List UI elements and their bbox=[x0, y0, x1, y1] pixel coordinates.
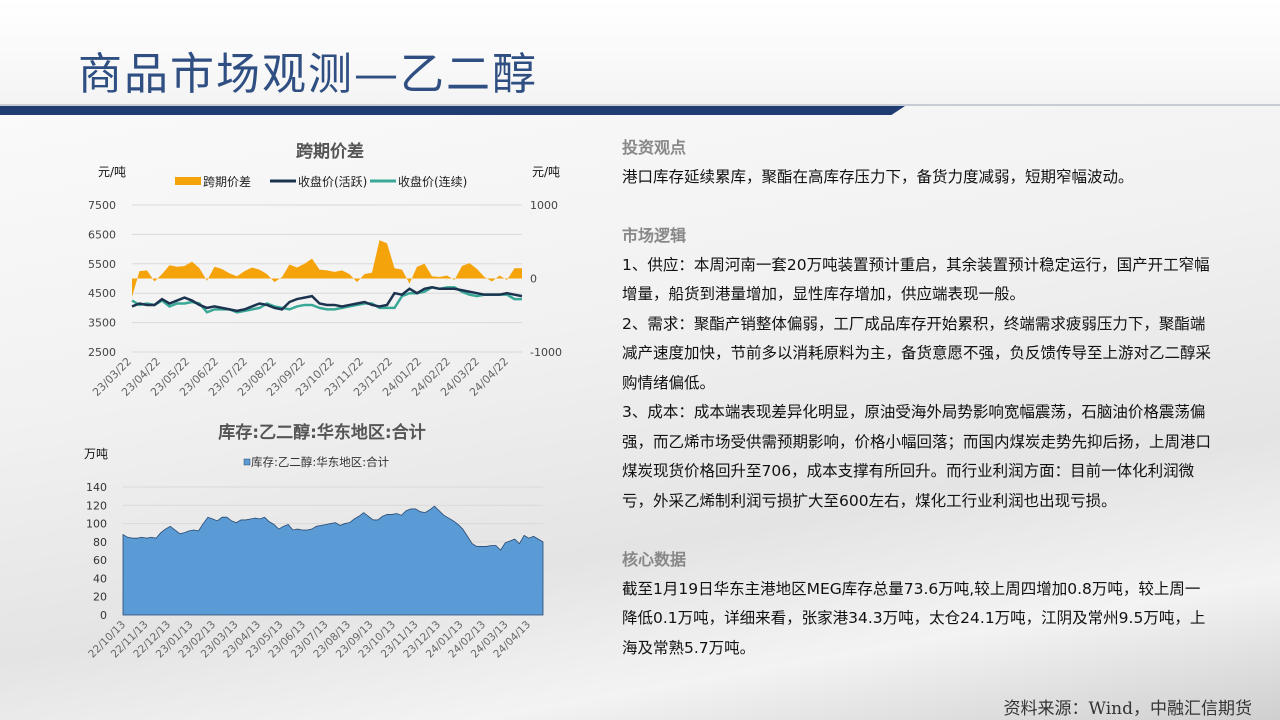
paragraph: 港口库存延续累库，聚酯在高库存压力下，备货力度减弱，短期窄幅波动。 bbox=[622, 167, 1134, 186]
legend-swatch bbox=[270, 179, 296, 183]
header-divider bbox=[0, 104, 1280, 106]
y2-tick-label: -1000 bbox=[530, 346, 562, 359]
section-heading: 核心数据 bbox=[622, 550, 687, 569]
paragraph: 1、供应：本周河南一套20万吨装置预计重启，其余装置预计稳定运行，国产开工窄幅增… bbox=[622, 255, 1210, 304]
y-tick-label: 60 bbox=[93, 554, 107, 567]
y-tick-label: 120 bbox=[86, 499, 107, 512]
legend-label: 库存:乙二醇:华东地区:合计 bbox=[251, 455, 390, 469]
paragraph: 2、需求：聚酯产销整体偏弱，工厂成品库存开始累积，终端需求疲弱压力下，聚酯端减产… bbox=[622, 314, 1212, 392]
legend-swatch bbox=[175, 177, 201, 185]
y2-tick-label: 1000 bbox=[530, 199, 558, 212]
y-tick-label: 80 bbox=[93, 536, 107, 549]
section-heading: 市场逻辑 bbox=[622, 226, 687, 245]
series-spread-area bbox=[132, 240, 522, 297]
chart-title: 库存:乙二醇:华东地区:合计 bbox=[218, 422, 425, 443]
series-active-line bbox=[131, 286, 523, 313]
y-tick-label: 4500 bbox=[88, 287, 116, 300]
paragraph: 截至1月19日华东主港地区MEG库存总量73.6万吨,较上周四增加0.8万吨，较… bbox=[622, 579, 1206, 657]
inventory-chart: 库存:乙二醇:华东地区:合计万吨库存:乙二醇:华东地区:合计1401201008… bbox=[84, 422, 544, 660]
y-tick-label: 2500 bbox=[88, 346, 116, 359]
y2-tick-label: 0 bbox=[530, 273, 537, 286]
page-title: 商品市场观测—乙二醇 bbox=[78, 49, 538, 100]
y-tick-label: 40 bbox=[93, 572, 107, 585]
section-market-logic: 市场逻辑 1、供应：本周河南一套20万吨装置预计重启，其余装置预计稳定运行，国产… bbox=[622, 221, 1212, 516]
y-tick-label: 0 bbox=[100, 609, 107, 622]
section-core-data: 核心数据 截至1月19日华东主港地区MEG库存总量73.6万吨,较上周四增加0.… bbox=[622, 545, 1212, 663]
y-axis-label: 万吨 bbox=[84, 447, 108, 461]
y-tick-label: 6500 bbox=[88, 228, 116, 241]
legend-swatch bbox=[370, 179, 396, 183]
legend-label: 收盘价(活跃) bbox=[298, 174, 367, 189]
y-tick-label: 5500 bbox=[88, 258, 116, 271]
section-heading: 投资观点 bbox=[622, 138, 687, 157]
data-source: 资料来源：Wind，中融汇信期货 bbox=[1003, 699, 1252, 719]
y-tick-label: 140 bbox=[86, 481, 107, 494]
paragraph: 3、成本：成本端表现差异化明显，原油受海外局势影响宽幅震荡，石脑油价格震荡偏强，… bbox=[622, 403, 1212, 510]
chart-title: 跨期价差 bbox=[296, 141, 364, 162]
y-axis-label: 元/吨 bbox=[98, 165, 126, 179]
analysis-panel: 投资观点 港口库存延续累库，聚酯在高库存压力下，备货力度减弱，短期窄幅波动。 市… bbox=[622, 133, 1212, 663]
series-inventory-area bbox=[122, 505, 544, 616]
legend-label: 收盘价(连续) bbox=[398, 174, 467, 189]
header bbox=[0, 0, 1280, 105]
y-tick-label: 3500 bbox=[88, 317, 116, 330]
y-tick-label: 7500 bbox=[88, 199, 116, 212]
y-tick-label: 20 bbox=[93, 591, 107, 604]
y2-axis-label: 元/吨 bbox=[532, 165, 560, 179]
section-investment-view: 投资观点 港口库存延续累库，聚酯在高库存压力下，备货力度减弱，短期窄幅波动。 bbox=[622, 133, 1212, 192]
y-tick-label: 100 bbox=[86, 518, 107, 531]
header-accent-bar bbox=[0, 106, 905, 115]
legend-swatch bbox=[243, 458, 251, 466]
legend-label: 跨期价差 bbox=[203, 175, 251, 189]
